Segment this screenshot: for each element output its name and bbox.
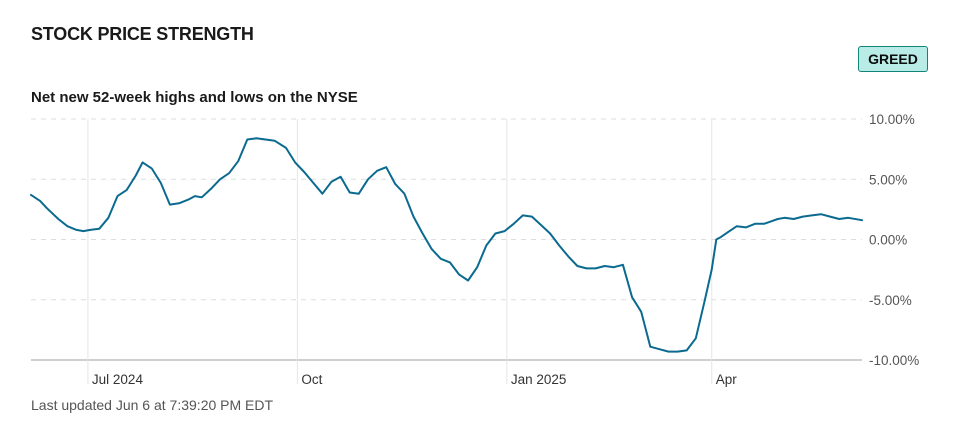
y-axis-ticks: 10.00% 5.00% 0.00% -5.00% -10.00% [869, 112, 919, 368]
y-tick-label: 5.00% [869, 172, 907, 187]
x-axis-ticks: Jul 2024 Oct Jan 2025 Apr [92, 372, 737, 387]
series-line [30, 137, 863, 353]
y-tick-label: -5.00% [869, 293, 912, 308]
y-tick-label: -10.00% [869, 353, 919, 368]
x-tick-label: Apr [716, 372, 738, 387]
x-tick-label: Jan 2025 [511, 372, 567, 387]
y-tick-label: 10.00% [869, 112, 915, 127]
x-tick-label: Oct [301, 372, 322, 387]
x-grid-lines [87, 119, 713, 384]
chart-subtitle: Net new 52-week highs and lows on the NY… [31, 89, 358, 106]
sentiment-badge: GREED [858, 46, 928, 72]
grid-lines [31, 118, 862, 361]
x-tick-label: Jul 2024 [92, 372, 144, 387]
last-updated: Last updated Jun 6 at 7:39:20 PM EDT [31, 397, 274, 413]
y-tick-label: 0.00% [869, 233, 907, 248]
chart-title: STOCK PRICE STRENGTH [31, 24, 254, 44]
